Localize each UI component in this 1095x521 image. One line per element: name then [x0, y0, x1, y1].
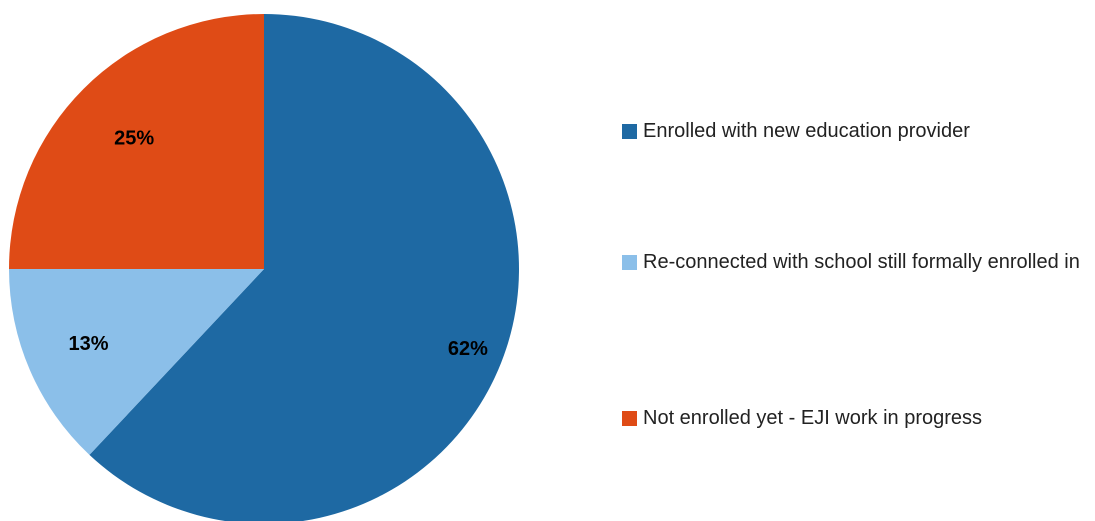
slice-data-label: 25%: [114, 127, 154, 149]
pie-slice: [89, 14, 519, 521]
legend-item-reconnected-school: Re-connected with school still formally …: [622, 250, 1092, 274]
slice-data-label: 62%: [448, 338, 488, 360]
legend: Enrolled with new education provider Re-…: [622, 0, 1092, 521]
pie-slice: [9, 269, 264, 455]
legend-label: Re-connected with school still formally …: [643, 251, 1080, 273]
pie-chart: 62% 13% 25%: [9, 14, 519, 521]
legend-label: Enrolled with new education provider: [643, 120, 970, 142]
legend-swatch: [622, 255, 637, 270]
slice-data-label: 13%: [68, 333, 108, 355]
legend-item-enrolled-new-provider: Enrolled with new education provider: [622, 119, 1092, 143]
legend-swatch: [622, 411, 637, 426]
legend-label: Not enrolled yet - EJI work in progress: [643, 407, 983, 429]
legend-item-not-enrolled: Not enrolled yet - EJI work in progress: [622, 406, 1092, 430]
legend-swatch: [622, 124, 637, 139]
pie-slice: [9, 14, 264, 269]
